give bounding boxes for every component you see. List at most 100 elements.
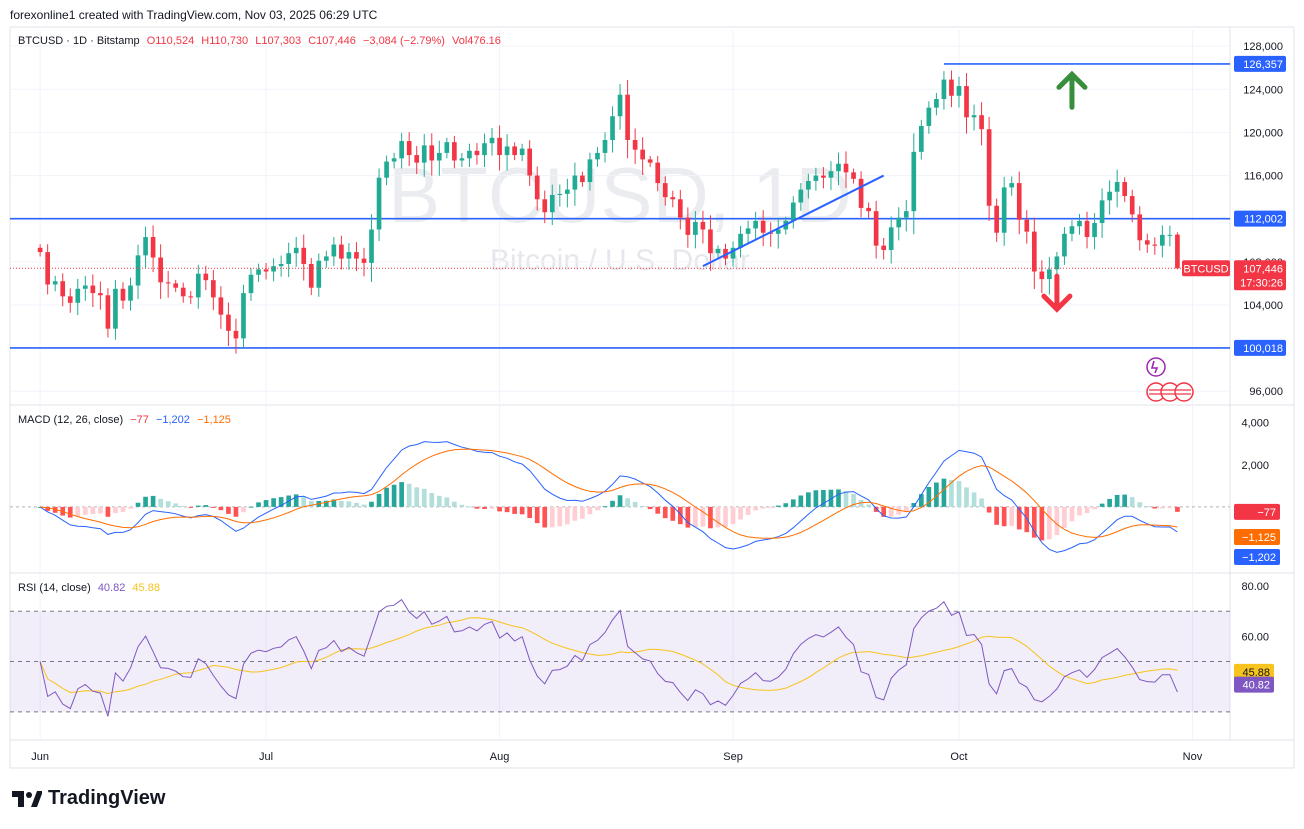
macd-histogram-bar [278, 497, 284, 507]
candle-body [1009, 183, 1015, 188]
candle-body [173, 283, 179, 288]
macd-title: MACD (12, 26, close) [18, 414, 124, 426]
macd-histogram-bar [339, 500, 344, 507]
macd-histogram-bar [836, 489, 841, 507]
macd-histogram-bar [444, 497, 450, 507]
earnings-event-icon[interactable] [1146, 357, 1166, 377]
macd-histogram-bar [188, 506, 194, 508]
macd-histogram-bar [715, 506, 721, 528]
candle-body [1001, 187, 1007, 233]
candle-body [851, 172, 856, 179]
rsi-legend: RSI (14, close) 40.82 45.88 [18, 582, 164, 594]
tradingview-logo[interactable]: TradingView [12, 787, 165, 810]
candle-body [180, 287, 186, 297]
time-tick-label: Sep [723, 751, 743, 763]
legend-symbol: BTCUSD · 1D · Bitstamp [18, 35, 140, 47]
candle-body [391, 158, 397, 162]
candle-body [203, 273, 209, 281]
price-tick-label: 116,000 [1244, 171, 1283, 183]
us-flag-event-icon-3[interactable] [1174, 382, 1194, 402]
candle-body [700, 221, 706, 230]
macd-histogram-bar [956, 481, 962, 507]
macd-histogram-bar [1122, 494, 1128, 507]
candle-body [128, 285, 133, 301]
macd-histogram-bar [918, 494, 924, 507]
macd-histogram-bar [331, 499, 337, 507]
macd-histogram-bar [700, 506, 706, 527]
candle-body [828, 171, 834, 178]
macd-histogram-bar [519, 506, 525, 515]
macd-histogram-bar [655, 506, 661, 514]
drawings[interactable] [702, 70, 1088, 313]
macd-histogram-bar [1031, 506, 1037, 538]
macd-histogram-bar [911, 502, 917, 507]
macd-histogram-bar [534, 506, 540, 524]
candle-body [278, 263, 284, 267]
price-tick-label: 128,000 [1243, 41, 1283, 53]
macd-histogram-bar [391, 484, 397, 507]
macd-histogram-bar [994, 506, 999, 525]
macd-histogram-bar [98, 506, 103, 514]
legend-volume: Vol476.16 [451, 35, 501, 47]
macd-histogram-bar [926, 486, 932, 507]
macd-histogram-bar [873, 506, 879, 512]
candle-body [738, 233, 743, 248]
macd-histogram-bar [753, 506, 758, 511]
candle-body [1099, 200, 1105, 224]
last-price-value: 107,446 [1243, 263, 1283, 275]
candle-body [105, 295, 111, 329]
candle-body [670, 197, 676, 200]
candle-body [188, 296, 194, 298]
candle-body [489, 137, 495, 144]
legend-close: C107,446 [308, 35, 356, 47]
macd-histogram-bar [233, 506, 239, 517]
arrow-up-icon [1056, 70, 1088, 110]
candle-body [580, 175, 585, 183]
candle-body [918, 125, 924, 152]
last-price-symbol: BTCUSD [1183, 263, 1228, 275]
macd-histogram-bar [1137, 502, 1143, 507]
macd-histogram-bar [467, 506, 472, 508]
macd-histogram-bar [617, 495, 623, 507]
rsi-tick-label: 60.00 [1241, 631, 1269, 643]
rsi-ma-line [39, 617, 1178, 695]
level-price-label: 100,018 [1243, 343, 1283, 355]
candle-body [873, 211, 879, 246]
candle-body [1175, 234, 1180, 269]
candle-body [211, 280, 216, 298]
candle-body [534, 175, 540, 200]
candle-body [1084, 220, 1090, 238]
candle-body [301, 247, 307, 264]
macd-histogram-bar [1001, 506, 1007, 527]
candle-body [994, 205, 999, 233]
macd-histogram-bar [934, 482, 939, 507]
macd-histogram-bar [512, 506, 517, 514]
candle-body [911, 151, 917, 212]
candle-body [444, 142, 450, 153]
candle-body [647, 159, 653, 163]
macd-signal-tag-label: −1,125 [1242, 532, 1276, 544]
macd-histogram-bar [489, 506, 495, 509]
events-icons[interactable] [1146, 357, 1194, 402]
candle-body [519, 148, 525, 156]
candle-body [888, 227, 894, 250]
macd-signal-line [40, 448, 1178, 539]
candle-body [1107, 191, 1112, 201]
legend-high: H110,730 [201, 35, 249, 47]
candle-body [233, 330, 239, 339]
macd-histogram-bar [1107, 498, 1112, 507]
watermark-name: Bitcoin / U.S. Dollar [490, 244, 750, 277]
macd-histogram-bar [1039, 506, 1045, 541]
macd-histogram-bar [369, 501, 374, 507]
macd-hist-tag [1234, 503, 1280, 520]
candle-body [1144, 240, 1150, 245]
macd-histogram-bar [1062, 506, 1067, 528]
macd-histogram-bar [1167, 506, 1173, 509]
watermark-symbol: BTCUSD, 1D [388, 151, 852, 239]
candle-body [248, 274, 254, 294]
macd-histogram-bar [1077, 506, 1082, 516]
macd-line [39, 441, 1178, 553]
rsi-line [39, 598, 1178, 717]
level-price-tag [1234, 339, 1286, 356]
candle-body [1167, 234, 1173, 236]
